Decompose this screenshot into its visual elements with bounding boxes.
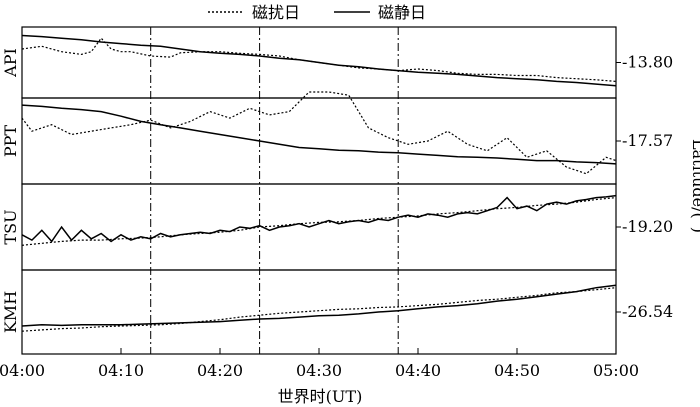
y-axis-title: Latitude/(°) — [689, 139, 700, 233]
series-ppt-dotted — [21, 91, 617, 175]
ytick-label-api: -13.80 — [622, 53, 673, 72]
xtick-label-0400: 04:00 — [0, 361, 45, 380]
xtick-label-0430: 04:30 — [296, 361, 342, 380]
panel-label-tsu: TSU — [1, 209, 20, 244]
panels: -13.80 API -17.57 PPT -19.20 TSU -26.54 KMH — [1, 26, 673, 355]
xtick-label-0440: 04:40 — [395, 361, 441, 380]
panel-ppt: -17.57 PPT — [1, 91, 673, 185]
series-api-solid — [21, 34, 617, 87]
x-axis: 04:00 04:10 04:20 04:30 04:40 04:50 05:00 — [0, 348, 639, 380]
xtick-label-0410: 04:10 — [98, 361, 144, 380]
legend-label-disturbed: 磁扰日 — [252, 3, 300, 22]
vertical-markers — [150, 27, 399, 354]
panel-label-ppt: PPT — [1, 125, 20, 158]
series-api-dotted — [21, 37, 617, 82]
ytick-label-tsu: -19.20 — [622, 217, 673, 236]
panel-api: -13.80 API — [1, 26, 673, 99]
series-tsu-solid — [21, 194, 617, 243]
series-kmh-solid — [21, 284, 617, 327]
panel-frame-kmh — [21, 269, 617, 355]
xtick-label-0500: 05:00 — [593, 361, 639, 380]
panel-label-kmh: KMH — [1, 291, 20, 333]
xtick-label-0420: 04:20 — [197, 361, 243, 380]
ytick-label-kmh: -26.54 — [622, 302, 673, 321]
panel-frame-ppt — [21, 97, 617, 185]
panel-label-api: API — [1, 48, 20, 78]
series-kmh-dotted — [21, 287, 617, 332]
legend-label-quiet: 磁静日 — [378, 3, 426, 22]
series-ppt-solid — [21, 104, 617, 165]
panel-kmh: -26.54 KMH — [1, 269, 673, 355]
panel-tsu: -19.20 TSU — [1, 183, 673, 271]
legend: 磁扰日 磁静日 — [208, 3, 426, 22]
x-axis-title: 世界时(UT) — [278, 387, 363, 406]
ytick-label-ppt: -17.57 — [622, 131, 673, 150]
series-tsu-dotted — [21, 197, 617, 246]
xtick-label-0450: 04:50 — [494, 361, 540, 380]
panel-frame-tsu — [21, 183, 617, 271]
